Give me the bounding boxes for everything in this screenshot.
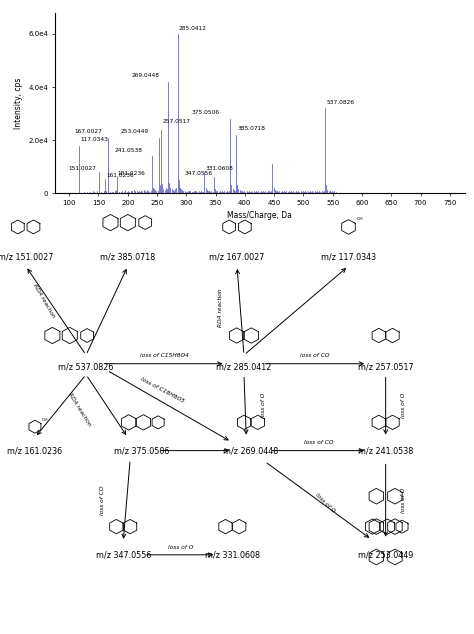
Text: 375.0506: 375.0506 [191, 110, 220, 115]
Text: m/z 151.0027: m/z 151.0027 [0, 253, 54, 262]
Text: m/z 385.0718: m/z 385.0718 [100, 253, 155, 262]
Text: m/z 347.0556: m/z 347.0556 [95, 550, 151, 559]
Text: m/z 331.0608: m/z 331.0608 [205, 550, 260, 559]
Text: m/z 537.0826: m/z 537.0826 [58, 363, 114, 372]
Text: loss of CO: loss of CO [300, 353, 329, 358]
Text: m/z 161.0236: m/z 161.0236 [8, 446, 63, 455]
Text: m/z 253.0449: m/z 253.0449 [358, 550, 413, 559]
Text: loss of O: loss of O [401, 488, 406, 514]
Text: 385.0718: 385.0718 [237, 126, 265, 131]
Text: 241.0538: 241.0538 [115, 148, 143, 153]
Text: 269.0448: 269.0448 [132, 73, 160, 78]
Text: OH: OH [42, 418, 48, 422]
Text: 117.0343: 117.0343 [80, 136, 108, 141]
Text: loss of O: loss of O [315, 492, 336, 514]
Y-axis label: Intensity, cps: Intensity, cps [14, 77, 23, 129]
Text: 167.0027: 167.0027 [75, 129, 102, 134]
Text: 181.0236: 181.0236 [118, 171, 146, 176]
Text: m/z 117.0343: m/z 117.0343 [321, 253, 376, 262]
Text: loss of C18H8O5: loss of C18H8O5 [140, 376, 185, 403]
Text: 257.0517: 257.0517 [162, 119, 191, 124]
Text: loss of C15H8O4: loss of C15H8O4 [140, 353, 189, 358]
Text: 347.0556: 347.0556 [185, 171, 213, 176]
Text: 331.0608: 331.0608 [206, 165, 234, 171]
Text: RDA reaction: RDA reaction [67, 392, 91, 427]
Text: OH: OH [356, 217, 363, 221]
Text: loss of CO: loss of CO [100, 486, 105, 515]
Text: m/z 269.0448: m/z 269.0448 [223, 446, 279, 455]
X-axis label: Mass/Charge, Da: Mass/Charge, Da [227, 211, 292, 220]
Text: loss of O: loss of O [168, 545, 193, 550]
Text: RDA reaction: RDA reaction [218, 288, 223, 327]
Text: 151.0027: 151.0027 [68, 165, 96, 171]
Text: loss of CO: loss of CO [303, 440, 333, 445]
Text: m/z 375.0506: m/z 375.0506 [114, 446, 170, 455]
Text: m/z 167.0027: m/z 167.0027 [210, 253, 264, 262]
Text: RDA reaction: RDA reaction [32, 283, 56, 319]
Text: m/z 285.0412: m/z 285.0412 [216, 363, 272, 372]
Text: 537.0826: 537.0826 [326, 100, 355, 105]
Text: m/z 241.0538: m/z 241.0538 [358, 446, 413, 455]
Text: 253.0449: 253.0449 [120, 129, 148, 134]
Text: loss of O: loss of O [401, 392, 406, 418]
Text: 161.0236: 161.0236 [106, 172, 134, 178]
Text: 285.0412: 285.0412 [179, 26, 207, 31]
Text: loss of O: loss of O [262, 392, 266, 418]
Text: m/z 257.0517: m/z 257.0517 [358, 363, 413, 372]
